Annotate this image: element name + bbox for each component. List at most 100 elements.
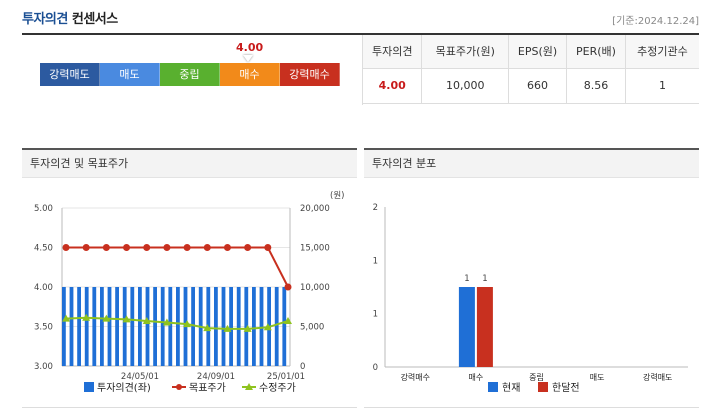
category-label: 강력매수 — [401, 372, 430, 382]
panel-title: 투자의견 분포 — [364, 150, 699, 178]
opinion-bar — [221, 287, 226, 366]
opinion-bar — [176, 287, 180, 366]
opinion-bar — [160, 287, 165, 366]
opinion-bar — [214, 287, 218, 366]
header-per: PER(배) — [566, 35, 626, 69]
adjusted-price-point — [223, 324, 232, 332]
adjusted-price-point — [162, 318, 171, 326]
table-row: 4.00 10,000 660 8.56 1 — [363, 68, 699, 104]
y-tick-label: 1 — [373, 310, 378, 320]
y-right-tick-label: 10,000 — [300, 283, 330, 293]
y-right-tick-label: 15,000 — [300, 244, 330, 254]
adjusted-price-point — [82, 313, 91, 321]
category-label: 중립 — [529, 373, 544, 382]
opinion-bar — [100, 287, 104, 366]
panel-title: 투자의견 및 목표주가 — [22, 150, 357, 178]
adjusted-price-point — [142, 316, 151, 324]
opinion-bar — [153, 287, 157, 366]
legend-swatch — [84, 382, 94, 392]
category-label: 매수 — [469, 373, 484, 382]
opinion-scale: 강력매도 매도 중립 매수 강력매수 — [40, 63, 340, 86]
adjusted-price-point — [183, 320, 192, 328]
opinion-bar — [282, 287, 287, 366]
opinion-bar — [115, 287, 119, 366]
legend-label: 현재 — [502, 382, 520, 394]
y-right-unit: (원) — [330, 191, 344, 201]
adjusted-price-point — [102, 314, 111, 322]
opinion-bar — [84, 287, 89, 366]
reference-date: [기준:2024.12.24] — [612, 16, 699, 27]
cell-opinion: 4.00 — [363, 68, 422, 104]
opinion-marker-icon — [243, 55, 253, 62]
distribution-bar — [458, 287, 475, 367]
scale-strong-sell: 강력매도 — [40, 63, 100, 86]
target-price-point — [223, 244, 231, 251]
target-price-point — [264, 244, 272, 251]
cell-per: 8.56 — [566, 68, 626, 104]
opinion-bar — [229, 287, 233, 366]
y-right-tick-label: 5,000 — [300, 323, 324, 333]
header-target-price: 목표주가(원) — [421, 35, 509, 69]
series-line — [65, 316, 289, 330]
opinion-bar — [92, 287, 97, 366]
opinion-bar — [274, 287, 279, 366]
y-tick-label: 0 — [373, 363, 378, 373]
adjusted-price-point — [263, 323, 272, 331]
opinion-bar — [69, 287, 74, 366]
opinion-bar — [252, 287, 256, 366]
target-price-point — [123, 244, 131, 251]
opinion-bar — [145, 287, 150, 366]
target-price-point — [183, 244, 191, 251]
category-label: 매도 — [590, 373, 605, 382]
adjusted-price-point — [284, 316, 292, 324]
title-sub: 컨센서스 — [71, 12, 118, 27]
adjusted-price-point — [122, 315, 131, 323]
header-opinion: 투자의견 — [363, 35, 422, 69]
target-price-point — [203, 244, 211, 251]
adjusted-price-point — [243, 324, 252, 332]
opinion-bar — [77, 287, 81, 366]
opinion-bar — [191, 287, 195, 366]
header-divider — [22, 33, 699, 35]
target-price-point — [143, 244, 151, 251]
scale-divider — [362, 35, 363, 105]
data-label: 1 — [482, 274, 487, 284]
distribution-bar — [476, 287, 493, 367]
opinion-bar — [107, 287, 112, 366]
data-label: 1 — [464, 274, 469, 284]
opinion-bar — [259, 287, 264, 366]
opinion-target-panel: 투자의견 및 목표주가 — [22, 148, 357, 410]
y-tick-label: 1 — [373, 256, 378, 266]
header-eps: EPS(원) — [508, 35, 567, 69]
legend-swatch — [488, 382, 498, 392]
y-right-tick-label: 20,000 — [300, 204, 330, 214]
cell-eps: 660 — [508, 68, 567, 104]
x-tick-label: 24/09/01 — [197, 372, 235, 382]
target-price-point — [102, 244, 110, 251]
y-left-tick-label: 3.50 — [34, 323, 53, 333]
target-price-point — [163, 244, 171, 251]
legend-marker — [176, 384, 182, 390]
cell-institutions: 1 — [624, 68, 699, 104]
opinion-bar — [168, 287, 173, 366]
x-tick-label: 25/01/01 — [267, 372, 305, 382]
legend-label: 한달전 — [552, 382, 580, 394]
y-left-tick-label: 3.00 — [34, 362, 53, 372]
opinion-bar — [122, 287, 127, 366]
opinion-bar — [130, 287, 135, 366]
y-tick-label: 2 — [373, 203, 378, 213]
table-header-row: 투자의견 목표주가(원) EPS(원) PER(배) 추정기관수 — [363, 35, 699, 69]
legend-marker — [245, 383, 253, 390]
scale-sell: 매도 — [100, 63, 160, 86]
opinion-value: 4.00 — [236, 41, 264, 54]
header-institutions: 추정기관수 — [624, 35, 699, 69]
opinion-distribution-panel: 투자의견 분포 — [364, 148, 699, 410]
legend-label: 수정주가 — [259, 382, 296, 394]
legend-swatch — [538, 382, 548, 392]
title-main: 투자의견 — [22, 12, 68, 27]
scale-buy: 매수 — [220, 63, 280, 86]
target-price-point — [82, 244, 90, 251]
target-price-point — [284, 283, 292, 291]
opinion-bar — [138, 287, 142, 366]
